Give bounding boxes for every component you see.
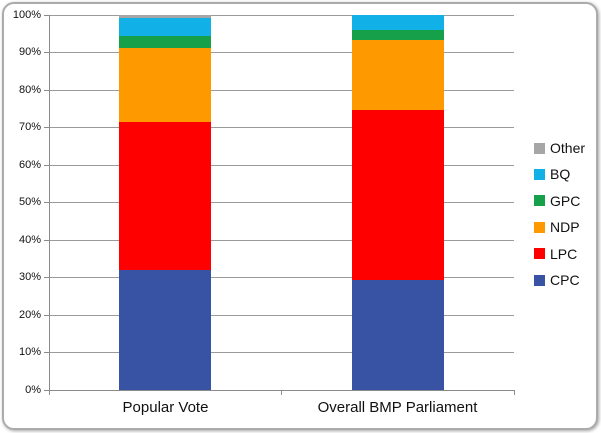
bar-segment-lpc-2 <box>351 109 444 280</box>
y-axis-tick <box>44 202 49 203</box>
legend-label-lpc: LPC <box>550 245 578 262</box>
gridline <box>49 14 514 16</box>
legend-item-lpc: LPC <box>534 245 578 262</box>
y-axis-tick <box>44 277 49 278</box>
gridline <box>49 314 514 316</box>
legend-swatch-bq <box>534 168 545 180</box>
gridline <box>49 164 514 166</box>
legend-label-ndp: NDP <box>550 219 580 236</box>
gridline <box>49 127 514 128</box>
gridline <box>49 52 514 53</box>
bar-segment-lpc-1 <box>119 122 212 271</box>
y-axis-tick <box>44 314 49 316</box>
legend-swatch-lpc <box>534 248 545 260</box>
x-axis-tick <box>48 390 50 395</box>
bar-segment-ndp-2 <box>351 39 444 110</box>
category-label-overall-bmp-parliament: Overall BMP Parliament <box>317 399 478 416</box>
legend-swatch-cpc <box>534 274 545 286</box>
y-axis-label: 0% <box>25 383 41 396</box>
legend-item-bq: BQ <box>534 166 571 183</box>
y-axis-label: 40% <box>18 233 41 246</box>
y-axis-tick <box>44 352 49 353</box>
y-axis-tick <box>44 127 49 128</box>
gridline <box>49 352 514 353</box>
gridline <box>49 202 514 203</box>
legend-item-cpc: CPC <box>534 272 580 288</box>
y-axis-tick <box>44 239 49 241</box>
y-axis-tick <box>44 389 49 391</box>
bar-segment-gpc-2 <box>351 30 444 40</box>
x-axis-tick <box>281 390 282 395</box>
legend-item-gpc: GPC <box>534 192 581 209</box>
y-axis-label: 100% <box>12 8 41 21</box>
x-axis-tick <box>513 390 515 395</box>
legend-label-cpc: CPC <box>550 272 580 288</box>
bar-segment-bq-2 <box>351 15 444 30</box>
y-axis-label: 10% <box>18 346 41 358</box>
bar-segment-other-1 <box>119 15 212 18</box>
legend-label-gpc: GPC <box>550 192 581 209</box>
legend-item-other: Other <box>534 140 586 156</box>
category-label-popular-vote: Popular Vote <box>122 399 209 416</box>
y-axis-label: 20% <box>18 308 41 321</box>
legend-swatch-ndp <box>534 221 545 233</box>
legend-label-other: Other <box>550 140 586 156</box>
y-axis-tick <box>44 52 49 53</box>
bar-segment-bq-1 <box>119 18 212 36</box>
y-axis-label: 70% <box>18 121 41 133</box>
bar-segment-cpc-2 <box>351 279 444 390</box>
legend-swatch-gpc <box>534 195 545 207</box>
y-axis-label: 80% <box>18 83 41 96</box>
y-axis-label: 90% <box>18 46 41 58</box>
gridline <box>49 89 514 91</box>
y-axis-label: 60% <box>18 158 41 171</box>
bar-segment-gpc-1 <box>119 35 212 49</box>
legend-label-bq: BQ <box>550 166 571 183</box>
y-axis-tick <box>44 89 49 91</box>
bar-segment-ndp-1 <box>119 48 212 123</box>
legend-swatch-other <box>534 142 545 154</box>
y-axis-tick <box>44 164 49 166</box>
y-axis-line <box>48 15 50 390</box>
y-axis-label: 30% <box>18 271 41 283</box>
gridline <box>49 277 514 278</box>
legend-item-ndp: NDP <box>534 219 580 236</box>
gridline <box>49 239 514 241</box>
y-axis-tick <box>44 14 49 16</box>
bar-segment-cpc-1 <box>119 270 212 390</box>
y-axis-label: 50% <box>18 196 41 208</box>
